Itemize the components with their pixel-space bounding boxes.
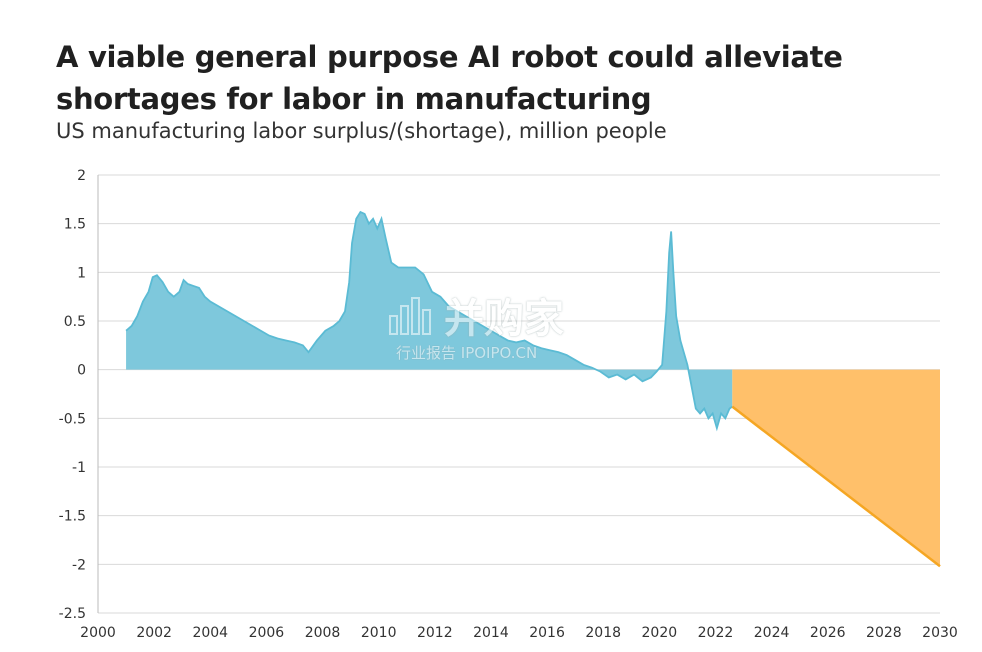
chart-title: A viable general purpose AI robot could … <box>56 40 843 116</box>
x-tick-label: 2006 <box>249 625 285 641</box>
x-tick-label: 2016 <box>529 625 565 641</box>
series-area-0 <box>126 211 733 429</box>
y-tick-label: -0.5 <box>59 411 86 427</box>
x-tick-label: 2022 <box>698 625 734 641</box>
series-line-1 <box>731 405 941 568</box>
x-tick-label: 2000 <box>80 625 116 641</box>
x-tick-label: 2002 <box>136 625 172 641</box>
x-tick-label: 2018 <box>585 625 621 641</box>
axis-labels: 2 1.5 1 0.5 0 -0.5 -1 -1.5 -2 -2.5 2000 2002 2004 200… <box>59 168 958 641</box>
y-tick-label: 0 <box>77 363 86 379</box>
x-tick-label: 2020 <box>642 625 678 641</box>
x-tick-label: 2012 <box>417 625 453 641</box>
chart-subtitle: US manufacturing labor surplus/(shortage… <box>56 119 667 143</box>
series-layer <box>125 210 941 568</box>
y-tick-label: -2.5 <box>59 606 86 622</box>
series-line-0 <box>125 210 733 432</box>
y-tick-label: 1.5 <box>64 217 86 233</box>
series-area-1 <box>732 369 940 567</box>
x-tick-label: 2030 <box>922 625 958 641</box>
y-tick-label: 0.5 <box>64 314 86 330</box>
x-tick-label: 2024 <box>754 625 790 641</box>
x-tick-label: 2008 <box>305 625 341 641</box>
x-tick-label: 2004 <box>192 625 228 641</box>
y-tick-label: 1 <box>77 265 86 281</box>
y-tick-label: -1.5 <box>59 509 86 525</box>
x-tick-label: 2014 <box>473 625 509 641</box>
y-tick-label: 2 <box>77 168 86 184</box>
y-tick-label: -2 <box>72 557 86 573</box>
x-tick-label: 2026 <box>810 625 846 641</box>
y-tick-label: -1 <box>72 460 86 476</box>
x-tick-label: 2028 <box>866 625 902 641</box>
x-tick-label: 2010 <box>361 625 397 641</box>
